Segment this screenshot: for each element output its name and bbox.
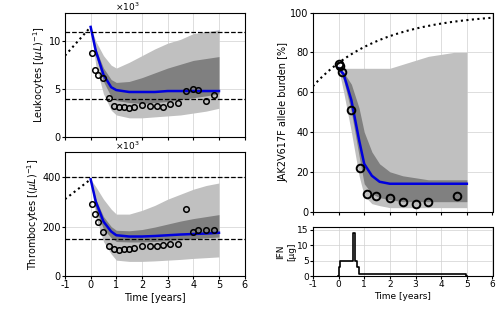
- Y-axis label: Leukocytes $[(\mu L)^{-1}]$: Leukocytes $[(\mu L)^{-1}]$: [32, 26, 47, 123]
- Y-axis label: IFN
[μg]: IFN [μg]: [276, 242, 296, 261]
- Text: $\times 10^3$: $\times 10^3$: [116, 139, 140, 152]
- Y-axis label: Thrombocytes $[(\mu L)^{-1}]$: Thrombocytes $[(\mu L)^{-1}]$: [25, 158, 41, 270]
- X-axis label: Time [years]: Time [years]: [374, 292, 431, 301]
- Text: $\times 10^3$: $\times 10^3$: [116, 0, 140, 13]
- Y-axis label: JAK2V617F allele burden [%]: JAK2V617F allele burden [%]: [279, 42, 289, 182]
- X-axis label: Time [years]: Time [years]: [124, 293, 186, 303]
